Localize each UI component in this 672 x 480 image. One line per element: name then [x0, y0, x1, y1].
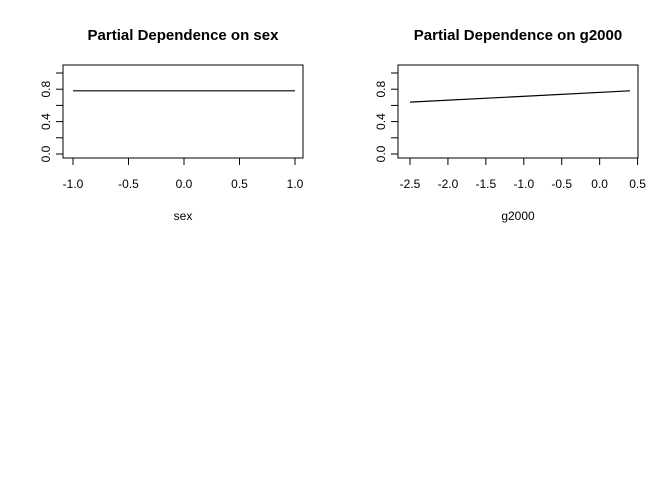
x-tick-label: -0.5	[118, 177, 139, 191]
chart-title: Partial Dependence on sex	[88, 27, 280, 44]
x-tick-label: 0.5	[231, 177, 248, 191]
x-tick-label: 0.5	[629, 177, 646, 191]
series-lines	[409, 90, 631, 103]
x-tick-label: 0.0	[591, 177, 608, 191]
chart-panel-sex: Partial Dependence on sex -1.0 -0.5 0.0 0.5…	[39, 27, 304, 223]
chart-title: Partial Dependence on g2000	[414, 27, 622, 44]
y-tick-label: 0.8	[374, 81, 388, 98]
x-tick-label: 1.0	[287, 177, 304, 191]
x-axis-label: g2000	[501, 209, 535, 223]
y-axis: 0.0 0.4 0.8	[39, 72, 64, 162]
x-tick-label: -2.0	[438, 177, 459, 191]
x-tick-label: -1.5	[476, 177, 497, 191]
x-tick-label: -2.5	[400, 177, 421, 191]
plot-frame	[397, 64, 639, 159]
x-tick-label: -1.0	[513, 177, 534, 191]
y-tick-label: 0.4	[39, 113, 53, 130]
x-tick-label: -1.0	[63, 177, 84, 191]
series-line	[409, 90, 631, 103]
y-tick-label: 0.8	[39, 81, 53, 98]
y-tick-label: 0.0	[39, 145, 53, 162]
x-tick-label: -0.5	[551, 177, 572, 191]
x-axis: -2.5 -2.0 -1.5 -1.0 -0.5 0.0 0.5	[400, 157, 646, 191]
y-tick-label: 0.0	[374, 145, 388, 162]
chart-panel-g2000: Partial Dependence on g2000 -2.5 -2.0 -1.5…	[374, 27, 646, 223]
x-axis-label: sex	[174, 209, 193, 223]
x-tick-label: 0.0	[176, 177, 193, 191]
y-tick-label: 0.4	[374, 113, 388, 130]
plot-frame	[62, 64, 304, 159]
y-axis: 0.0 0.4 0.8	[374, 72, 399, 162]
x-axis: -1.0 -0.5 0.0 0.5 1.0	[63, 157, 304, 191]
